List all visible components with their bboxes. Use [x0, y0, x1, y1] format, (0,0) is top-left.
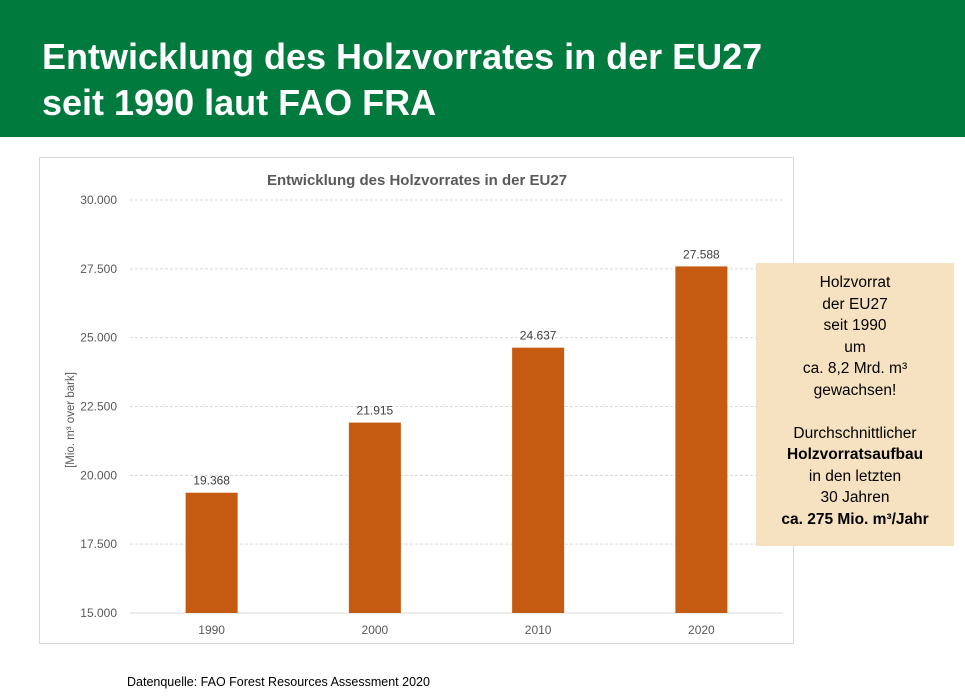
data-label-2010: 24.637	[520, 329, 557, 343]
y-axis-ticks: 15.000 17.500 20.000 22.500 25.000 27.500 30.0…	[80, 193, 117, 620]
bars	[185, 266, 728, 613]
bar-2000	[348, 422, 401, 613]
y-axis-label: [Mio. m³ over bark]	[65, 372, 77, 468]
info-line-10: 30 Jahren	[820, 489, 890, 506]
page-title-line-2: seit 1990 laut FAO FRA	[42, 82, 437, 123]
chart-title: Entwicklung des Holzvorrates in der EU27	[267, 172, 567, 189]
y-tick-label: 22.500	[80, 400, 117, 414]
info-spacer	[756, 401, 954, 423]
x-tick-label-1990: 1990	[198, 623, 225, 637]
info-line-9: in den letzten	[808, 467, 902, 485]
data-source-note: Datenquelle: FAO Forest Resources Assess…	[127, 675, 430, 689]
info-line-7: Durchschnittlicher	[793, 424, 917, 442]
info-line-8: Holzvorratsaufbau	[786, 446, 924, 463]
x-tick-label-2020: 2020	[688, 623, 715, 637]
info-line-5: ca. 8,2 Mrd. m³	[802, 360, 908, 377]
info-line-11: ca. 275 Mio. m³/Jahr	[781, 510, 929, 528]
y-tick-label: 27.500	[80, 262, 117, 276]
y-tick-label: 15.000	[80, 606, 117, 620]
chart-frame: Entwicklung des Holzvorrates in der EU27…	[39, 157, 794, 644]
info-line-6: gewachsen!	[813, 381, 897, 399]
page-title: Entwicklung des Holzvorrates in der EU27…	[42, 34, 762, 126]
bar-2010	[512, 347, 565, 613]
header-banner: Entwicklung des Holzvorrates in der EU27…	[0, 0, 965, 137]
bar-chart: Entwicklung des Holzvorrates in der EU27…	[65, 172, 783, 637]
x-tick-label-2010: 2010	[525, 623, 552, 637]
info-line-4: um	[844, 338, 866, 356]
data-label-1990: 19.368	[193, 474, 230, 488]
gridlines	[130, 199, 783, 614]
info-line-3: seit 1990	[823, 317, 887, 334]
info-line-1: Holzvorrat	[819, 274, 891, 291]
x-tick-label-2000: 2000	[362, 623, 389, 637]
data-labels: 19.368 21.915 24.637 27.588	[193, 247, 720, 487]
data-label-2020: 27.588	[683, 247, 720, 261]
y-tick-label: 25.000	[80, 331, 117, 345]
info-line-2: der EU27	[822, 295, 888, 313]
data-label-2000: 21.915	[357, 404, 394, 418]
bar-1990	[185, 492, 238, 613]
page-title-line-1: Entwicklung des Holzvorrates in der EU27	[42, 36, 763, 77]
y-tick-label: 17.500	[80, 537, 117, 551]
y-tick-label: 30.000	[80, 193, 117, 207]
y-tick-label: 20.000	[80, 468, 117, 482]
bar-2020	[675, 266, 728, 613]
x-axis-ticks: 1990 2000 2010 2020	[198, 623, 715, 637]
info-box: Holzvorrat der EU27 seit 1990 um ca. 8,2…	[756, 263, 954, 546]
